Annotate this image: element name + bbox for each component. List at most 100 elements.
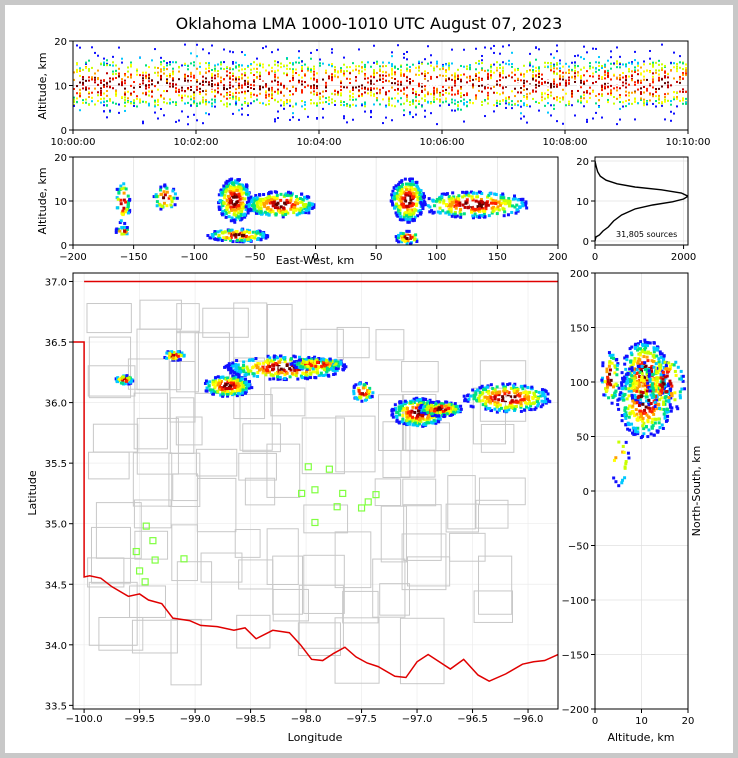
- density-cell: [556, 99, 558, 102]
- density-cell: [406, 94, 408, 97]
- density-cell: [622, 105, 624, 108]
- density-cell: [163, 66, 165, 69]
- density-cell: [658, 94, 660, 97]
- density-cell: [154, 66, 156, 69]
- density-cell: [340, 70, 342, 73]
- density-cell: [393, 194, 397, 198]
- density-cell: [257, 229, 261, 233]
- density-cell: [233, 233, 237, 237]
- density-cell: [232, 62, 234, 65]
- density-cell: [521, 204, 525, 208]
- density-cell: [447, 212, 451, 216]
- density-cell: [229, 219, 233, 223]
- density-cell: [319, 92, 321, 95]
- density-cell: [341, 367, 345, 371]
- density-cell: [400, 103, 402, 106]
- density-cell: [610, 90, 612, 93]
- density-cell: [400, 64, 402, 67]
- density-cell: [661, 63, 663, 66]
- density-cell: [667, 72, 669, 75]
- density-cell: [168, 194, 172, 198]
- density-cell: [397, 92, 399, 95]
- x-tick-label: 10:02:00: [174, 137, 219, 148]
- density-cell: [433, 413, 437, 417]
- density-cell: [303, 363, 307, 367]
- density-cell: [124, 74, 126, 77]
- density-cell: [173, 203, 177, 207]
- density-cell: [460, 74, 462, 77]
- density-cell: [293, 368, 297, 372]
- density-cell: [447, 196, 451, 200]
- density-cell: [404, 410, 408, 414]
- density-cell: [676, 91, 678, 94]
- density-cell: [313, 87, 315, 90]
- density-cell: [119, 219, 123, 223]
- density-cell: [236, 178, 240, 182]
- density-cell: [448, 86, 450, 89]
- density-cell: [646, 89, 648, 92]
- density-cell: [97, 69, 99, 72]
- density-cell: [399, 180, 403, 184]
- density-cell: [490, 77, 492, 80]
- density-cell: [196, 119, 198, 122]
- density-cell: [402, 422, 406, 426]
- density-cell: [121, 212, 125, 216]
- density-cell: [106, 85, 108, 88]
- density-cell: [313, 93, 315, 96]
- density-cell: [319, 371, 323, 375]
- density-cell: [289, 118, 291, 121]
- density-cell: [94, 103, 96, 106]
- density-cell: [312, 205, 316, 209]
- density-cell: [425, 407, 429, 411]
- density-cell: [190, 62, 192, 65]
- density-cell: [265, 85, 267, 88]
- density-cell: [406, 96, 408, 99]
- density-cell: [219, 229, 223, 233]
- density-cell: [334, 74, 336, 77]
- density-cell: [634, 50, 636, 53]
- density-cell: [481, 103, 483, 106]
- density-cell: [178, 88, 180, 91]
- density-cell: [409, 188, 413, 192]
- density-cell: [481, 209, 485, 213]
- density-cell: [236, 391, 240, 395]
- density-cell: [133, 81, 135, 84]
- density-cell: [247, 81, 249, 84]
- density-cell: [259, 85, 261, 88]
- density-cell: [73, 78, 75, 81]
- density-cell: [253, 67, 255, 70]
- density-cell: [250, 71, 252, 74]
- density-cell: [556, 72, 558, 75]
- density-cell: [487, 94, 489, 97]
- density-cell: [297, 361, 301, 365]
- density-cell: [103, 100, 105, 103]
- east-west-x-ticks: −200 −150 −100 −50 0 50 100 150 200: [59, 245, 568, 263]
- density-cell: [454, 77, 456, 80]
- density-cell: [401, 413, 405, 417]
- density-cell: [244, 68, 246, 71]
- density-cell: [148, 66, 150, 69]
- density-cell: [399, 231, 403, 235]
- density-cell: [235, 230, 239, 234]
- density-cell: [121, 96, 123, 99]
- density-cell: [493, 104, 495, 107]
- density-cell: [583, 105, 585, 108]
- density-cell: [171, 189, 175, 193]
- density-cell: [238, 84, 240, 87]
- density-cell: [505, 81, 507, 84]
- density-cell: [595, 80, 597, 83]
- density-cell: [118, 83, 120, 86]
- density-cell: [248, 238, 252, 242]
- density-cell: [682, 73, 684, 76]
- density-cell: [208, 113, 210, 116]
- density-cell: [331, 65, 333, 68]
- county-boundary: [129, 585, 166, 618]
- density-cell: [85, 84, 87, 87]
- density-cell: [471, 216, 475, 220]
- density-cell: [184, 43, 186, 46]
- density-cell: [574, 64, 576, 67]
- density-cell: [523, 408, 527, 412]
- density-cell: [85, 101, 87, 104]
